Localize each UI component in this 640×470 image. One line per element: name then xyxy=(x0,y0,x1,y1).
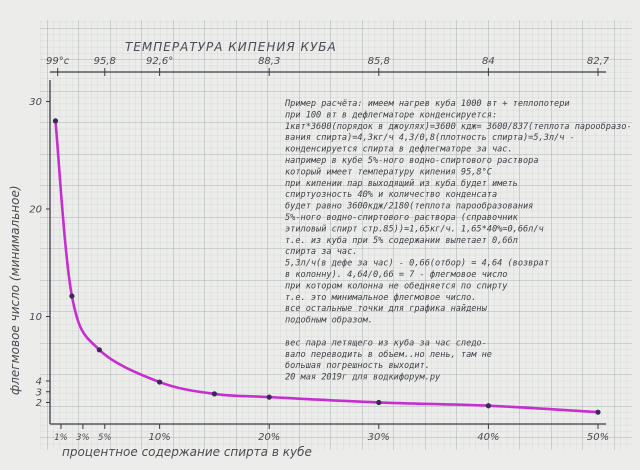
data-point xyxy=(69,293,75,299)
note-line: будет равно 3600кдж/2180(теплота парообр… xyxy=(285,201,533,212)
top-temperature-ticks: 99°c 95,8 92,6° 88,3 85,8 84 82,7 xyxy=(46,56,610,76)
y-tick-label: 30 xyxy=(29,97,42,108)
top-tick-label: 92,6° xyxy=(146,56,173,67)
data-point xyxy=(211,391,217,397)
x-tick-label: 3% xyxy=(76,433,90,443)
note-line: 20 мая 2019г для водкифорум.ру xyxy=(285,373,441,383)
data-point xyxy=(376,399,382,406)
y-axis-ticks: 234 10 20 30 xyxy=(29,97,50,409)
top-tick-label: 88,3 xyxy=(258,56,280,67)
note-line: подобным образом. xyxy=(285,315,373,326)
data-point xyxy=(52,118,59,124)
graph-paper-major xyxy=(40,20,632,450)
note-line: все остальные точки для графика найдены xyxy=(285,304,488,314)
data-point xyxy=(485,403,491,409)
note-line: большая погрешность выходит. xyxy=(285,360,430,371)
note-line: т.е. это минимальное флегмовое число. xyxy=(285,293,476,303)
note-line: 5,3л/ч(в дефе за час) - 0,66(отбор) = 4,… xyxy=(285,258,549,269)
note-line: конденсируется спирта в дефлегматоре за … xyxy=(285,145,513,155)
note-line: при 100 вт в дефлегматоре конденсируется… xyxy=(285,110,497,120)
x-tick-label: 50% xyxy=(587,432,609,443)
top-tick-label: 99°c xyxy=(46,56,70,67)
note-line: вания спирта)=4,3кг/ч 4,3/0,8(плотность … xyxy=(285,133,575,143)
note-line: Пример расчёта: имеем нагрев куба 1000 в… xyxy=(284,98,570,109)
top-tick-label: 85,8 xyxy=(368,56,390,67)
note-line: спирта за час. xyxy=(285,247,357,257)
note-line: 5%-ного водно-спиртового раствора (справ… xyxy=(285,213,519,223)
note-line: т.е. из куба при 5% содержании вылетает … xyxy=(285,235,518,246)
x-tick-label: 20% xyxy=(258,432,280,443)
y-tick-label: 4 xyxy=(36,377,42,388)
y-tick-label: 20 xyxy=(29,205,42,216)
note-line: этиловый спирт стр.85))=1,65кг/ч. 1,65*4… xyxy=(285,224,544,234)
note-line: 1квт*3600(порядок в джоулях)=3600 кдж= 3… xyxy=(285,121,632,132)
note-line: при котором колонна не обедняется по спи… xyxy=(285,280,508,291)
y-tick-label: 2 xyxy=(36,398,42,409)
x-tick-label: 5% xyxy=(98,433,112,443)
x-tick-label: 30% xyxy=(368,432,390,443)
note-line: вес пара летящего из куба за час следо- xyxy=(285,337,487,348)
chart-title: ТЕМПЕРАТУРА КИПЕНИЯ КУБА xyxy=(125,40,337,54)
y-tick-label: 3 xyxy=(36,387,42,398)
x-axis-ticks: 1% 3% 5% 10% 20% 30% 40% 50% xyxy=(54,424,609,443)
annotation-notes: Пример расчёта: имеем нагрев куба 1000 в… xyxy=(284,98,632,383)
data-point xyxy=(595,409,601,415)
data-point xyxy=(96,347,102,353)
top-tick-label: 95,8 xyxy=(94,56,116,67)
top-tick-label: 84 xyxy=(482,56,495,67)
note-line: например в кубе 5%-ного водно-спиртового… xyxy=(285,155,539,166)
note-line: в колонну). 4,64/0,66 = 7 - флегмовое чи… xyxy=(285,270,507,280)
note-line: который имеет температуру кипения 95,8°С xyxy=(285,167,493,177)
note-line: при кипении пар выходящий из куба будет … xyxy=(285,178,518,189)
note-line: спиртуозность 40% и количество конденсат… xyxy=(285,190,497,200)
x-tick-label: 10% xyxy=(148,432,170,443)
x-tick-label: 1% xyxy=(54,433,68,443)
series-points xyxy=(52,118,601,415)
y-axis-label: флегмовое число (минимальное) xyxy=(8,185,22,395)
x-tick-label: 40% xyxy=(477,432,499,443)
x-axis-label: процентное содержание спирта в кубе xyxy=(62,445,312,459)
top-tick-label: 82,7 xyxy=(587,56,610,67)
data-point xyxy=(157,379,163,385)
note-line: вало переводить в объем..но лень, там не xyxy=(285,349,492,360)
y-tick-label: 10 xyxy=(29,312,42,323)
data-point xyxy=(266,394,272,400)
